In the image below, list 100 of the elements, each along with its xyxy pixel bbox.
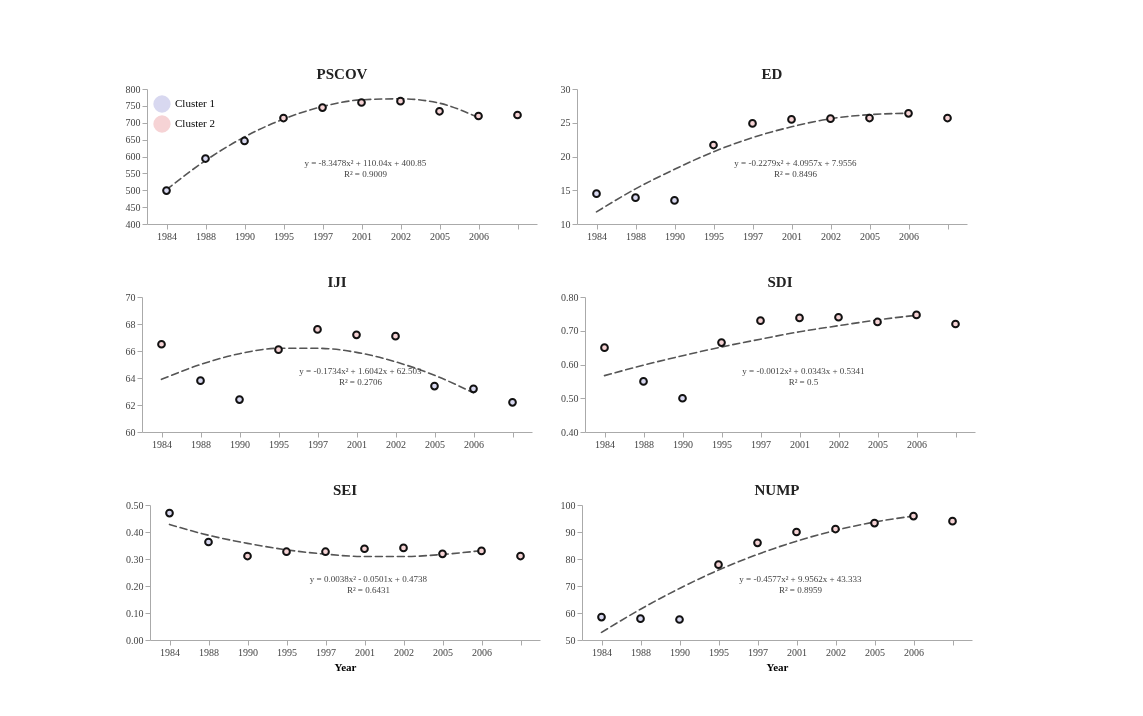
y-tick-label: 0.50 [561, 392, 579, 404]
point [477, 546, 486, 556]
point [282, 547, 291, 557]
x-tick-label: 2005 [860, 230, 880, 242]
annotation: y = -0.0012x² + 0.0343x + 0.5341 [742, 366, 865, 377]
point [600, 343, 609, 352]
point [240, 136, 249, 146]
y-tick-label: 66 [125, 345, 136, 357]
x-tick-label: 2006 [907, 438, 927, 450]
point [709, 140, 718, 150]
x-tick-label: 2005 [430, 230, 450, 242]
x-tick-label: 2001 [352, 230, 372, 242]
x-tick-label: 2002 [829, 438, 849, 450]
x-tick-label: 1988 [196, 230, 216, 242]
point [508, 397, 517, 407]
x-tick-label: 1990 [665, 230, 685, 242]
y-tick-label: 0.20 [126, 580, 144, 592]
point [943, 113, 952, 123]
annotation: y = -0.1734x² + 1.6042x + 62.503 [299, 366, 422, 377]
legend-label: Cluster 2 [175, 117, 216, 129]
x-tick-label: 1995 [269, 438, 289, 450]
x-tick-label: 1997 [751, 438, 771, 450]
y-tick-label: 700 [125, 117, 141, 129]
y-tick-label: 0.10 [126, 607, 144, 619]
y-tick-label: 0.50 [126, 499, 144, 511]
x-tick-label: 1988 [631, 646, 651, 658]
annotation: R² = 0.2706 [338, 377, 383, 388]
point [513, 110, 522, 120]
x-tick-label: 2002 [394, 646, 414, 658]
point [714, 560, 723, 570]
point [597, 612, 606, 622]
y-tick-label: 800 [125, 83, 141, 95]
y-tick-label: 64 [125, 372, 136, 384]
chart-title: IJI [327, 274, 347, 290]
y-tick-label: 10 [560, 218, 571, 230]
y-tick-label: 450 [125, 201, 141, 213]
x-tick-label: 2005 [868, 438, 888, 450]
y-tick-label: 80 [565, 553, 576, 565]
x-tick-label: 2001 [355, 646, 375, 658]
y-tick-label: 25 [560, 117, 571, 129]
y-tick-label: 0.60 [561, 359, 579, 370]
y-tick-label: 600 [125, 151, 141, 162]
x-tick-label: 1984 [160, 646, 180, 658]
y-tick-label: 0.40 [126, 526, 144, 538]
annotation: R² = 0.5 [788, 377, 819, 388]
chart-title: SDI [767, 274, 793, 290]
y-tick-label: 70 [565, 580, 576, 592]
point [904, 108, 913, 118]
point [165, 508, 174, 518]
point [352, 330, 361, 340]
point [675, 615, 684, 624]
point [204, 537, 213, 547]
y-tick-label: 0.40 [561, 426, 579, 438]
annotation: y = -0.4577x² + 9.9562x + 43.333 [739, 574, 862, 585]
legend-label: Cluster 1 [175, 97, 216, 109]
y-tick-label: 400 [125, 218, 141, 230]
point [474, 111, 483, 121]
y-tick-label: 15 [560, 184, 571, 196]
x-tick-label: 1990 [238, 646, 258, 658]
y-tick-label: 650 [125, 134, 141, 146]
point [201, 154, 210, 163]
x-tick-label: 1997 [308, 438, 328, 450]
point [516, 551, 525, 561]
point [274, 345, 283, 354]
x-tick-label: 1995 [274, 230, 294, 242]
x-tick-label: 1995 [709, 646, 729, 658]
point [631, 193, 640, 203]
x-tick-label: 1990 [235, 230, 255, 242]
x-tick-label: 1984 [595, 438, 615, 450]
x-tick-label: 1995 [712, 438, 732, 450]
point [912, 310, 921, 320]
point [753, 538, 762, 548]
point [826, 114, 835, 124]
point [279, 113, 288, 123]
point [748, 119, 757, 128]
x-axis-title: Year [334, 660, 357, 673]
point [948, 516, 957, 526]
x-tick-label: 1997 [313, 230, 333, 242]
point [792, 527, 801, 537]
annotation: R² = 0.8959 [778, 585, 823, 596]
point [430, 381, 439, 391]
y-tick-label: 0.80 [561, 291, 579, 303]
x-tick-label: 1997 [743, 230, 763, 242]
x-tick-label: 1997 [316, 646, 336, 658]
y-tick-label: 70 [125, 291, 136, 303]
point [636, 614, 645, 624]
point [396, 96, 405, 106]
point [592, 189, 601, 198]
y-tick-label: 60 [125, 426, 136, 438]
x-tick-label: 1995 [277, 646, 297, 658]
y-tick-label: 0.70 [561, 325, 579, 337]
point [787, 115, 796, 124]
x-tick-label: 2002 [826, 646, 846, 658]
y-tick-label: 90 [565, 526, 576, 538]
point [951, 319, 960, 329]
x-tick-label: 1997 [748, 646, 768, 658]
x-tick-label: 2005 [865, 646, 885, 658]
x-tick-label: 2002 [821, 230, 841, 242]
point [865, 113, 874, 123]
annotation: R² = 0.9009 [343, 169, 388, 180]
